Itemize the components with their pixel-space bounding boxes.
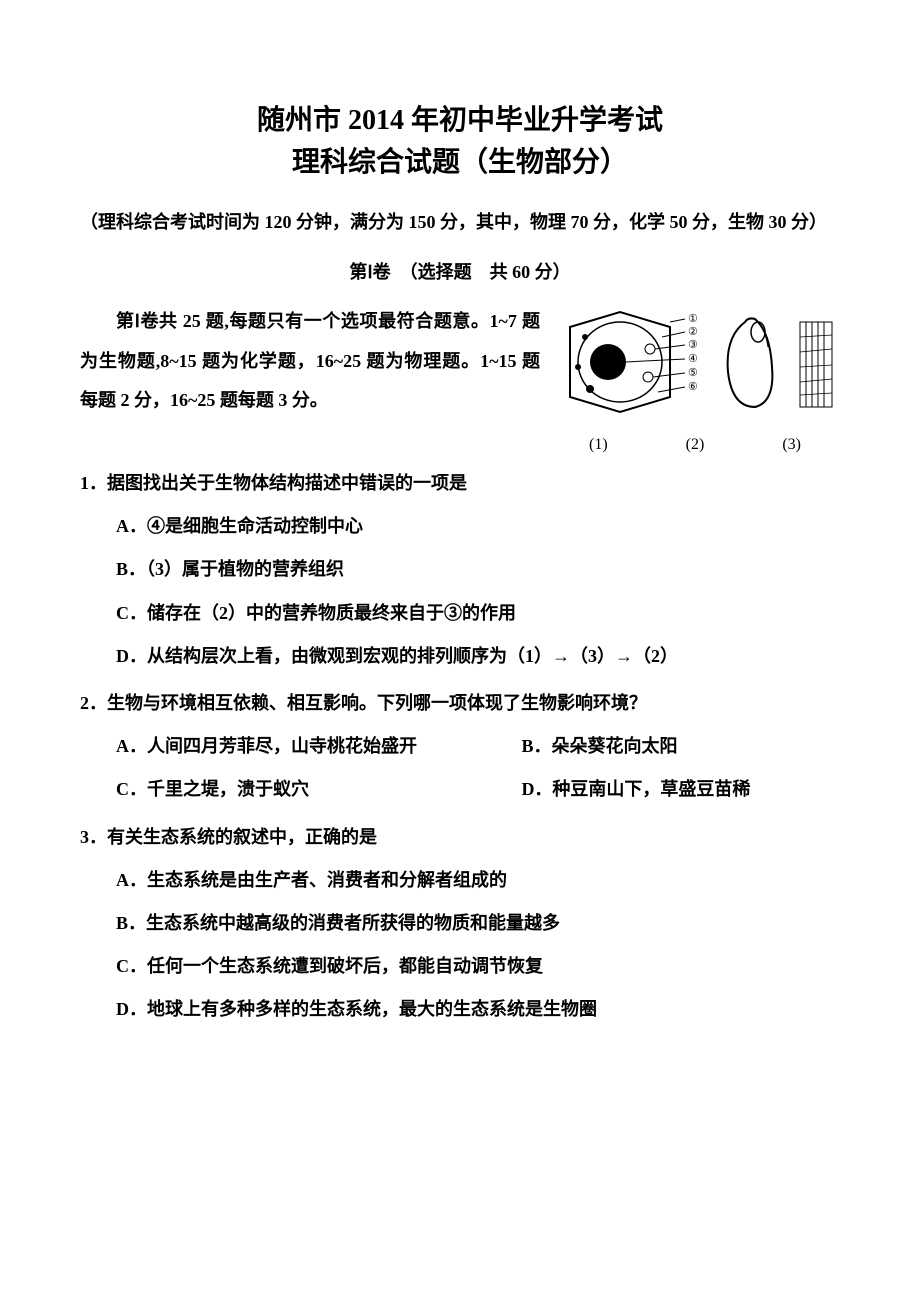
q3-option-c: C．任何一个生态系统遭到破坏后，都能自动调节恢复 [80, 945, 840, 988]
q3-number: 3． [80, 827, 107, 847]
question-3-stem: 3．有关生态系统的叙述中，正确的是 [80, 816, 840, 859]
instructions-text: 第Ⅰ卷共 25 题,每题只有一个选项最符合题意。1~7 题为生物题,8~15 题… [80, 302, 540, 421]
cell-label-6: ⑥ [688, 381, 698, 393]
diagram-label-2: (2) [686, 436, 705, 454]
diagram-label-1: (1) [589, 436, 608, 454]
q3-option-b: B．生态系统中越高级的消费者所获得的物质和能量越多 [80, 902, 840, 945]
question-2-stem: 2．生物与环境相互依赖、相互影响。下列哪一项体现了生物影响环境？ [80, 682, 840, 725]
q1-stem-text: 据图找出关于生物体结构描述中错误的一项是 [107, 473, 467, 493]
exam-info: （理科综合考试时间为 120 分钟，满分为 150 分，其中，物理 70 分，化… [80, 204, 840, 240]
q2-row-1: A．人间四月芳菲尽，山寺桃花始盛开 B．朵朵葵花向太阳 [80, 725, 840, 768]
q1-option-b: B．（3）属于植物的营养组织 [80, 548, 840, 591]
cell-label-5: ⑤ [688, 367, 698, 379]
q2-option-c: C．千里之堤，溃于蚁穴 [116, 768, 521, 811]
cell-diagram-svg: ① ② ③ ④ ⑤ ⑥ [550, 307, 840, 427]
diagram-2-seed [728, 318, 773, 407]
instructions-row: 第Ⅰ卷共 25 题,每题只有一个选项最符合题意。1~7 题为生物题,8~15 题… [80, 302, 840, 454]
cell-label-4: ④ [688, 353, 698, 365]
q1-number: 1． [80, 473, 107, 493]
question-1: 1．据图找出关于生物体结构描述中错误的一项是 A．④是细胞生命活动控制中心 B．… [80, 462, 840, 678]
question-2: 2．生物与环境相互依赖、相互影响。下列哪一项体现了生物影响环境？ A．人间四月芳… [80, 682, 840, 812]
title-line-2: 理科综合试题（生物部分） [80, 142, 840, 184]
diagram-1-cell: ① ② ③ ④ ⑤ ⑥ [570, 312, 698, 412]
cell-label-2: ② [688, 326, 698, 338]
diagram-container: ① ② ③ ④ ⑤ ⑥ [550, 302, 840, 454]
cell-label-3: ③ [688, 339, 698, 351]
q3-stem-text: 有关生态系统的叙述中，正确的是 [107, 827, 377, 847]
question-3: 3．有关生态系统的叙述中，正确的是 A．生态系统是由生产者、消费者和分解者组成的… [80, 816, 840, 1032]
diagram-3-tissue [800, 322, 832, 407]
q1-option-a: A．④是细胞生命活动控制中心 [80, 505, 840, 548]
q2-option-a: A．人间四月芳菲尽，山寺桃花始盛开 [116, 725, 521, 768]
section-header: 第Ⅰ卷 （选择题 共 60 分） [80, 258, 840, 284]
question-1-stem: 1．据图找出关于生物体结构描述中错误的一项是 [80, 462, 840, 505]
q2-number: 2． [80, 693, 107, 713]
q2-option-d: D．种豆南山下，草盛豆苗稀 [521, 768, 840, 811]
cell-label-1: ① [688, 313, 698, 325]
q3-option-d: D．地球上有多种多样的生态系统，最大的生态系统是生物圈 [80, 988, 840, 1031]
q2-option-b: B．朵朵葵花向太阳 [521, 725, 840, 768]
q1-option-c: C．储存在（2）中的营养物质最终来自于③的作用 [80, 592, 840, 635]
diagram-label-3: (3) [782, 436, 801, 454]
q2-stem-text: 生物与环境相互依赖、相互影响。下列哪一项体现了生物影响环境？ [107, 693, 647, 713]
q3-option-a: A．生态系统是由生产者、消费者和分解者组成的 [80, 859, 840, 902]
q1-option-d: D．从结构层次上看，由微观到宏观的排列顺序为（1）→（3）→（2） [80, 635, 840, 678]
title-line-1: 随州市 2014 年初中毕业升学考试 [80, 100, 840, 142]
diagram-labels-row: (1) (2) (3) [550, 436, 840, 454]
q2-row-2: C．千里之堤，溃于蚁穴 D．种豆南山下，草盛豆苗稀 [80, 768, 840, 811]
